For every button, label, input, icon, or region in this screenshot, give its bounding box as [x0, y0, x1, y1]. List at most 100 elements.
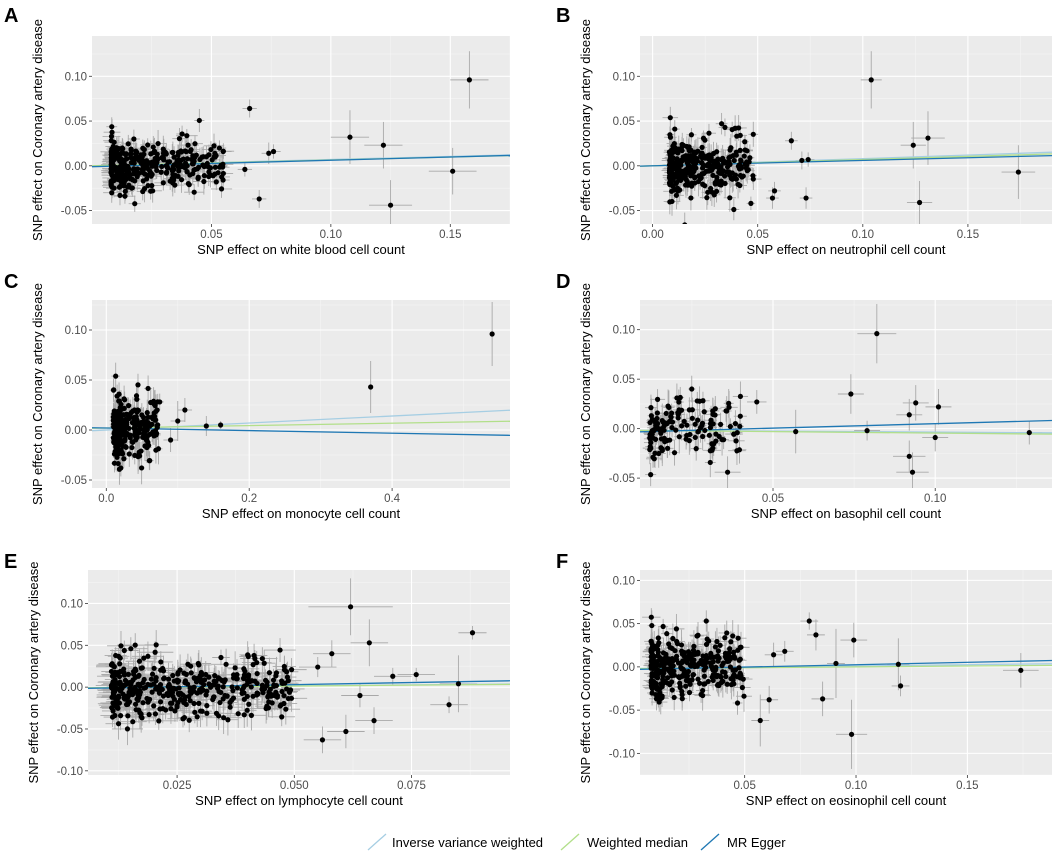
data-point [121, 456, 127, 462]
y-tick-label: -0.05 [609, 473, 635, 485]
data-point [319, 737, 326, 743]
data-point [702, 427, 708, 434]
data-point [123, 418, 130, 424]
regression-lines-c [92, 409, 510, 436]
data-point [769, 195, 776, 201]
data-point [669, 188, 675, 194]
data-point [241, 712, 247, 718]
data-point [125, 184, 131, 190]
data-point [874, 331, 880, 337]
x-tick-label: 0.05 [200, 229, 222, 241]
plot-area-e [88, 570, 510, 775]
data-point [648, 405, 654, 411]
x-axis-title-a: SNP effect on white blood cell count [197, 242, 405, 257]
data-point [387, 202, 394, 208]
data-point [116, 391, 122, 397]
data-point [666, 404, 672, 411]
data-point [717, 421, 724, 428]
data-point [371, 718, 377, 724]
data-point [673, 192, 680, 198]
data-point [916, 199, 923, 206]
data-point [168, 706, 174, 712]
data-point [145, 681, 151, 688]
data-point [108, 138, 114, 144]
panel-label-f: F [556, 551, 568, 573]
x-axis-title-c: SNP effect on monocyte cell count [202, 506, 401, 521]
data-point [672, 126, 678, 132]
y-tick-label: 0.10 [61, 598, 83, 610]
data-point [145, 699, 151, 705]
data-point [218, 422, 224, 428]
data-point [184, 156, 190, 162]
data-point [747, 155, 753, 161]
data-point [269, 700, 275, 706]
data-point [288, 667, 295, 673]
data-point [715, 161, 721, 167]
data-point [234, 672, 240, 678]
data-point [737, 423, 743, 429]
data-point [700, 433, 706, 440]
data-point [222, 692, 228, 699]
data-point [176, 168, 182, 174]
data-point [734, 448, 740, 454]
data-point [158, 169, 164, 175]
data-point [111, 439, 117, 445]
data-point [140, 419, 146, 425]
data-point [705, 161, 712, 167]
data-point [733, 438, 739, 444]
data-point [684, 422, 690, 428]
data-point [161, 676, 167, 682]
data-point [204, 710, 210, 716]
x-tick-label: 0.00 [641, 229, 663, 241]
data-point [692, 175, 698, 181]
data-point [191, 189, 197, 195]
y-axis-title-d: SNP effect on Coronary artery disease [578, 283, 593, 505]
x-tick-label: 0.15 [957, 229, 979, 241]
data-point [196, 117, 202, 124]
data-point [741, 153, 747, 159]
x-tick-label: 0.10 [320, 229, 342, 241]
data-point [178, 157, 184, 164]
data-point [192, 141, 198, 147]
data-point [160, 180, 166, 186]
data-point [455, 681, 462, 687]
y-tick-label: -0.10 [57, 766, 83, 778]
data-point [118, 413, 125, 419]
data-point [284, 674, 291, 680]
data-point [207, 684, 214, 690]
data-point [129, 444, 135, 451]
data-point [147, 458, 153, 464]
y-tick-label: 0.00 [613, 424, 635, 436]
data-point [151, 703, 157, 709]
data-point [676, 407, 682, 413]
data-point [280, 680, 286, 686]
data-point [793, 429, 799, 435]
data-point [724, 469, 731, 475]
data-point [227, 704, 233, 710]
data-point [169, 175, 175, 181]
data-point [744, 148, 750, 154]
data-point [735, 181, 741, 187]
data-point [175, 418, 181, 424]
data-point [112, 413, 118, 420]
data-point [347, 134, 353, 140]
data-point [654, 420, 661, 427]
data-point [117, 158, 123, 164]
data-point [212, 164, 218, 170]
data-point [649, 430, 655, 437]
data-point [366, 640, 372, 646]
data-point [669, 170, 675, 176]
data-point [248, 712, 255, 718]
data-point [108, 133, 115, 139]
data-point [727, 423, 733, 430]
x-axis-title-e: SNP effect on lymphocyte cell count [195, 793, 403, 808]
data-point [357, 692, 363, 699]
data-point [167, 437, 174, 443]
y-axis-title-a: SNP effect on Coronary artery disease [30, 19, 45, 241]
data-point [687, 163, 693, 170]
data-point [688, 132, 695, 138]
data-point [160, 693, 167, 699]
